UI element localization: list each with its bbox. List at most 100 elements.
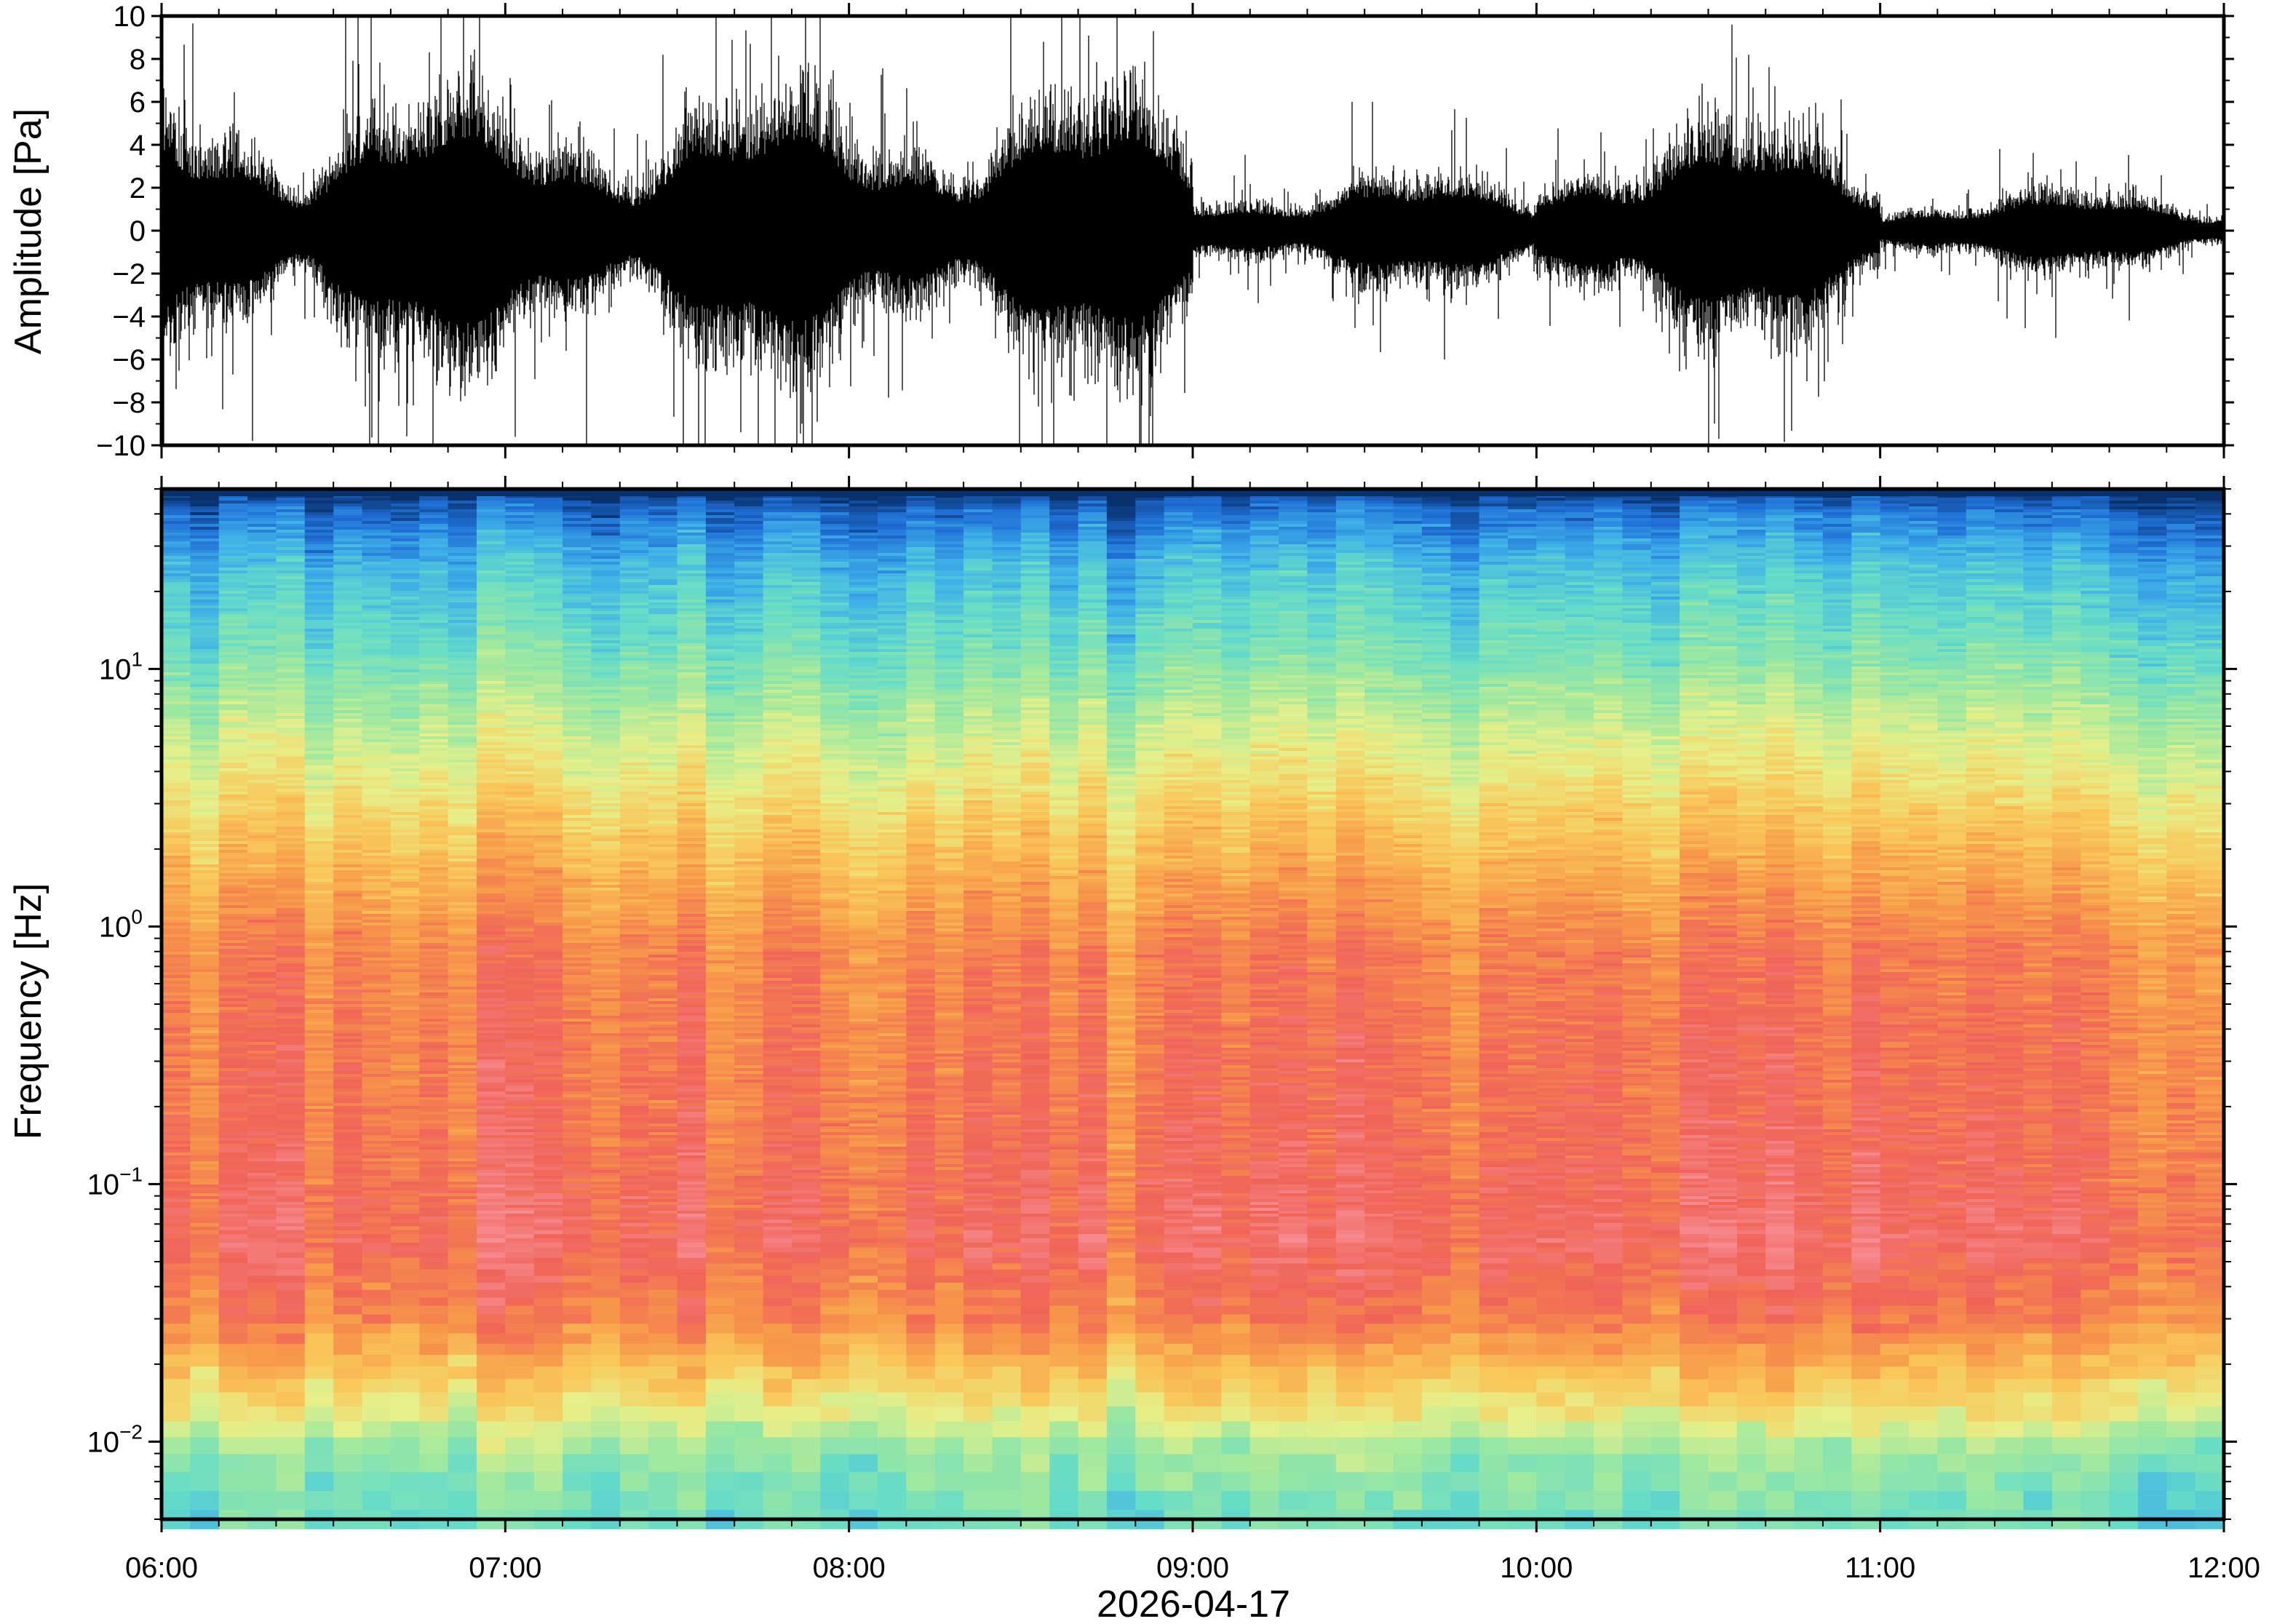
spectrogram-cell [763,582,792,586]
spectrogram-cell [190,658,220,661]
spectrogram-cell [1135,620,1165,624]
spectrogram-cell [820,565,850,568]
spectrogram-cell [1335,597,1365,600]
spectrogram-cell [1680,538,1709,542]
spectrogram-cell [477,573,506,577]
spectrogram-cell [1794,634,1824,638]
spectrogram-cell [162,568,191,571]
spectrogram-cell [1164,643,1193,647]
spectrogram-cell [276,553,306,557]
spectrogram-cell [2081,559,2110,562]
spectrogram-cell [2109,536,2139,539]
spectrogram-cell [705,565,736,568]
spectrogram-cell [2137,547,2168,551]
spectrogram-cell [1880,617,1910,621]
spectrogram-cell [763,550,792,554]
spectrogram-cell [1479,594,1509,597]
spectrogram-cell [218,503,248,507]
spectrogram-cell [190,570,220,574]
spectrogram-cell [333,629,363,632]
spectrogram-cell [820,506,850,510]
spectrogram-cell [304,506,334,510]
spectrogram-cell [1536,658,1566,661]
spectrogram-cell [218,582,248,586]
spectrogram-cell [2137,536,2168,539]
spectrogram-cell [1736,509,1767,513]
spectrogram-cell [2081,570,2110,574]
spectrogram-cell [1393,501,1423,504]
spectrogram-cell [2109,623,2139,626]
spectrogram-cell [1565,530,1594,533]
spectrogram-cell [1594,556,1624,560]
spectrogram-cell [677,495,707,498]
spectrogram-cell [533,620,563,624]
spectrogram-cell [419,553,449,557]
spectrogram-cell [1937,515,1967,519]
spectrogram-cell [505,512,535,516]
spectrogram-cell [533,562,563,565]
spectrogram-cell [276,498,306,501]
spectrogram-cell [1221,649,1251,653]
spectrogram-cell [190,553,220,557]
spectrogram-cell [1249,591,1279,594]
spectrogram-cell [505,573,535,577]
spectrogram-cell [1508,495,1538,498]
spectrogram-cell [1135,669,1165,673]
spectrogram-cell [1622,643,1652,647]
spectrogram-cell [1221,675,1251,679]
spectrogram-cell [2109,568,2139,571]
spectrogram-cell [162,646,191,650]
spectrogram-cell [1966,585,1995,589]
spectrogram-cell [333,538,363,542]
spectrogram-cell [505,602,535,606]
spectrogram-cell [992,652,1022,656]
spectrogram-cell [218,573,248,577]
spectrogram-cell [763,501,792,504]
spectrogram-cell [563,646,592,650]
spectrogram-cell [705,582,736,586]
spectrogram-cell [533,652,563,656]
spectrogram-cell [1421,640,1452,644]
spectrogram-cell [1335,678,1365,682]
spectrogram-cell [1765,669,1795,673]
spectrogram-cell [705,515,736,519]
spectrogram-cell [1106,585,1137,589]
spectrogram-cell [2023,501,2053,504]
spectrogram-cell [304,629,334,632]
spectrogram-cell [849,562,878,565]
spectrogram-cell [734,605,764,609]
spectrogram-cell [1794,495,1824,498]
spectrogram-cell [1135,506,1165,510]
spectrogram-cell [533,597,563,600]
spectrogram-cell [533,582,563,586]
spectrogram-cell [1221,646,1251,650]
spectrogram-cell [1164,614,1193,618]
spectrogram-cell [563,684,592,688]
spectrogram-cell [878,541,907,545]
spectrogram-cell [1135,498,1165,501]
spectrogram-cell [677,556,707,560]
spectrogram-cell [1594,678,1624,682]
spectrogram-cell [1650,579,1680,583]
spectrogram-cell [934,527,964,530]
spectrogram-cell [878,614,907,618]
spectrogram-cell [992,661,1022,664]
spectrogram-cell [304,530,334,533]
spectrogram-cell [963,559,993,562]
spectrogram-cell [1937,655,1967,658]
spectrogram-cell [705,536,736,539]
spectrogram-cell [734,669,764,673]
spectrogram-cell [505,541,535,545]
spectrogram-cell [648,684,678,688]
spectrogram-cell [1966,568,1995,571]
spectrogram-cell [1193,664,1223,667]
spectrogram-cell [1909,556,1939,560]
spectrogram-cell [333,614,363,618]
spectrogram-cell [1106,559,1137,562]
spectrogram-cell [791,655,822,658]
spectrogram-cell [2195,570,2225,574]
spectrogram-cell [1565,582,1594,586]
spectrogram-cell [505,582,535,586]
spectrogram-cell [1536,664,1566,667]
spectrogram-cell [2051,512,2081,516]
